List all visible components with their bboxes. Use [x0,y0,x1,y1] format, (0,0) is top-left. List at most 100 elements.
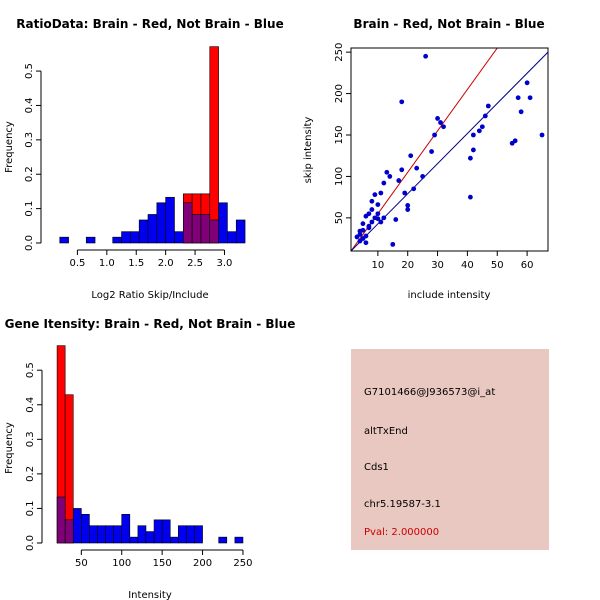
intensity-histogram-title: Gene Itensity: Brain - Red, Not Brain - … [5,317,296,331]
scatter-point [360,221,366,227]
ratio-histogram-y-tick-label: 0.3 [24,132,35,148]
scatter-point [369,198,375,204]
ratio-histogram-y-tick-label: 0.0 [24,235,35,251]
intensity-histogram-bars [56,345,244,544]
intensity-histogram-xlabel: Intensity [128,590,172,600]
ratio-histogram-not-brain-bar [165,196,175,244]
ratio-histogram-y-tick-label: 0.1 [24,201,35,217]
scatter-y-tick-label: 150 [334,125,345,144]
scatter-x-tick-label: 10 [371,260,384,271]
scatter-x-tick-label: 50 [491,260,504,271]
ratio-histogram-x-tick-label: 0.5 [69,258,85,269]
ratio-histogram-axes: 0.5 1.0 1.5 2.0 2.5 3.0 0.0 0.1 0.2 0.3 0.4 0.5 [24,63,232,269]
ratio-histogram-y-tick-label: 0.2 [24,166,35,182]
scatter-point [363,233,369,239]
scatter-point [518,109,524,115]
scatter-point [357,228,363,234]
ratio-histogram-bars [59,46,246,244]
ratio-histogram-not-brain-bar [59,236,69,244]
scatter-point [441,124,446,130]
ratio-histogram-not-brain-bar [138,219,149,244]
scatter-point [366,225,372,231]
scatter-x-tick-label: 40 [461,260,474,271]
scatter-point [384,169,390,175]
ratio-histogram-y-tick-label: 0.5 [24,63,35,79]
scatter-point [405,203,411,208]
scatter-title: Brain - Red, Not Brain - Blue [353,17,544,31]
ratio-histogram-panel: RatioData: Brain - Red, Not Brain - Blue… [4,17,284,301]
scatter-x-tick-label: 20 [401,260,414,271]
ratio-histogram-not-brain-bar [156,202,166,244]
scatter-point [420,174,426,179]
scatter-point [414,165,420,171]
scatter-point [467,194,473,200]
intensity-histogram-overlap-bar [56,496,66,544]
intensity-histogram-not-brain-bar [145,531,155,544]
scatter-point [369,207,375,212]
intensity-histogram-y-tick-label: 0.1 [25,500,36,516]
intensity-histogram-y-tick-label: 0.2 [25,466,36,482]
scatter-point [378,190,384,196]
info-panel: G7101466@J936573@i_at altTxEnd Cds1 chr5… [351,349,549,550]
ratio-histogram-not-brain-bar [235,219,246,244]
info-panel-background [351,349,549,550]
ratio-histogram-not-brain-bar [218,202,228,244]
scatter-point [399,167,405,173]
scatter-point [363,240,369,246]
intensity-histogram-not-brain-bar [113,525,123,544]
scatter-point [485,103,491,109]
intensity-histogram-axes: 50 100 150 200 250 0.0 0.1 0.2 0.3 0.4 0.5 [25,362,253,569]
scatter-point [393,217,399,222]
scatter-point [539,132,545,138]
intensity-histogram-not-brain-bar [178,525,187,544]
scatter-point [423,53,429,59]
scatter-point [399,99,405,105]
intensity-histogram-not-brain-bar [137,525,147,544]
scatter-point [396,178,402,183]
intensity-histogram-overlap-bar [64,519,74,544]
intensity-histogram-not-brain-bar [234,536,244,544]
scatter-x-tick-label: 30 [431,260,444,271]
ratio-histogram-not-brain-bar [130,231,140,244]
intensity-histogram-x-tick-label: 250 [233,558,252,569]
scatter-point [432,132,437,138]
ratio-histogram-x-tick-label: 2.5 [187,258,203,269]
intensity-histogram-y-tick-label: 0.5 [25,362,36,378]
scatter-point [381,215,387,221]
scatter-point [375,202,381,208]
intensity-histogram-not-brain-bar [72,508,82,544]
scatter-point [375,211,381,217]
ratio-histogram-y-tick-label: 0.4 [24,98,35,114]
scatter-point [435,116,440,121]
scatter-point [470,147,476,153]
intensity-histogram-not-brain-bar [161,519,171,544]
ratio-histogram-not-brain-bar [112,236,122,244]
intensity-histogram-not-brain-bar [89,525,98,544]
scatter-point [405,207,411,212]
intensity-histogram-not-brain-bar [97,525,106,544]
intensity-histogram-not-brain-bar [81,514,90,544]
intensity-histogram-y-tick-label: 0.3 [25,431,36,447]
scatter-y-tick-label: 50 [334,211,345,224]
ratio-histogram-overlap-bar [209,219,219,244]
scatter-point [515,95,521,101]
ratio-histogram-not-brain-bar [227,231,237,244]
scatter-point [378,219,384,225]
scatter-xlabel: include intensity [408,290,491,301]
ratio-histogram-overlap-bar [200,214,211,244]
scatter-point [512,138,518,144]
scatter-point [408,153,414,159]
ratio-histogram-xlabel: Log2 Ratio Skip/Include [91,290,208,301]
scatter-y-tick-label: 250 [334,43,345,62]
intensity-histogram-not-brain-bar [105,525,114,544]
scatter-point [476,128,482,134]
ratio-histogram-ylabel: Frequency [4,121,15,173]
intensity-histogram-y-tick-label: 0.4 [25,397,36,413]
scatter-point [354,234,360,240]
scatter-point [467,155,473,161]
intensity-histogram-not-brain-bar [121,514,131,544]
ratio-histogram-not-brain-bar [174,231,184,244]
intensity-histogram-not-brain-bar [153,519,163,544]
ratio-histogram-not-brain-bar [121,231,131,244]
